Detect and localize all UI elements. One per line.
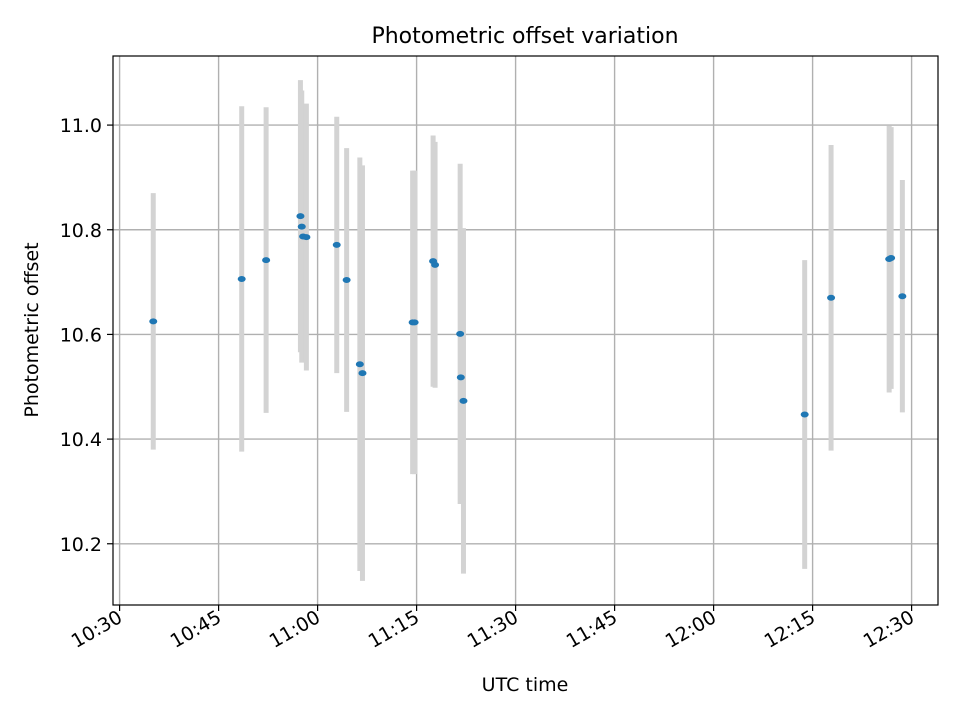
data-point: [800, 411, 809, 418]
plot-frame: [112, 55, 939, 606]
data-point: [431, 261, 440, 268]
y-tick-label: 11.0: [60, 115, 102, 137]
data-point: [355, 361, 364, 368]
y-axis-label: Photometric offset: [21, 242, 43, 417]
data-point: [898, 293, 907, 300]
chart-title: Photometric offset variation: [371, 24, 678, 49]
data-point: [456, 330, 465, 337]
data-point: [262, 257, 271, 264]
data-point: [302, 234, 311, 241]
data-point: [332, 241, 341, 248]
y-axis-ticks: 10.2 10.4 10.6 10.8 11.0: [60, 115, 113, 556]
grid: [113, 56, 938, 605]
x-axis-label: UTC time: [482, 674, 569, 696]
data-point: [342, 276, 351, 283]
y-tick-label: 10.2: [60, 534, 102, 556]
data-point: [410, 319, 419, 326]
data-point: [459, 397, 468, 404]
data-point: [237, 275, 246, 282]
data-point: [149, 318, 158, 325]
y-tick-label: 10.4: [60, 429, 102, 451]
data-point: [296, 213, 305, 220]
y-tick-label: 10.8: [60, 220, 102, 242]
data-points: [149, 213, 907, 418]
y-tick-label: 10.6: [60, 324, 102, 346]
data-point: [358, 370, 367, 377]
data-point: [827, 294, 836, 301]
data-point: [887, 255, 896, 262]
data-point: [456, 374, 465, 381]
data-point: [297, 223, 306, 230]
